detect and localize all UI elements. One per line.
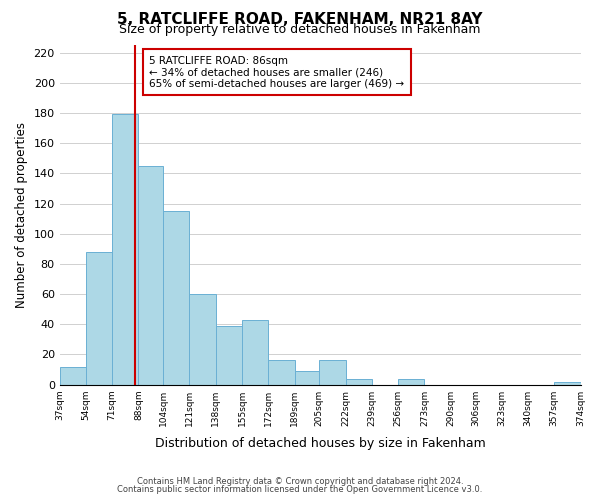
Text: Size of property relative to detached houses in Fakenham: Size of property relative to detached ho… — [119, 22, 481, 36]
Bar — [268, 360, 295, 384]
Bar — [139, 166, 163, 384]
Bar — [295, 371, 319, 384]
Text: 5 RATCLIFFE ROAD: 86sqm
← 34% of detached houses are smaller (246)
65% of semi-d: 5 RATCLIFFE ROAD: 86sqm ← 34% of detache… — [149, 56, 404, 89]
Bar — [216, 326, 242, 384]
Bar — [242, 320, 268, 384]
Bar — [86, 252, 112, 384]
Bar — [112, 114, 139, 384]
Bar — [59, 366, 86, 384]
Bar — [346, 378, 372, 384]
X-axis label: Distribution of detached houses by size in Fakenham: Distribution of detached houses by size … — [155, 437, 485, 450]
Bar — [319, 360, 346, 384]
Y-axis label: Number of detached properties: Number of detached properties — [15, 122, 28, 308]
Bar — [190, 294, 216, 384]
Bar — [163, 211, 190, 384]
Text: Contains HM Land Registry data © Crown copyright and database right 2024.: Contains HM Land Registry data © Crown c… — [137, 477, 463, 486]
Text: 5, RATCLIFFE ROAD, FAKENHAM, NR21 8AY: 5, RATCLIFFE ROAD, FAKENHAM, NR21 8AY — [117, 12, 483, 28]
Bar — [554, 382, 581, 384]
Bar — [398, 378, 424, 384]
Text: Contains public sector information licensed under the Open Government Licence v3: Contains public sector information licen… — [118, 485, 482, 494]
